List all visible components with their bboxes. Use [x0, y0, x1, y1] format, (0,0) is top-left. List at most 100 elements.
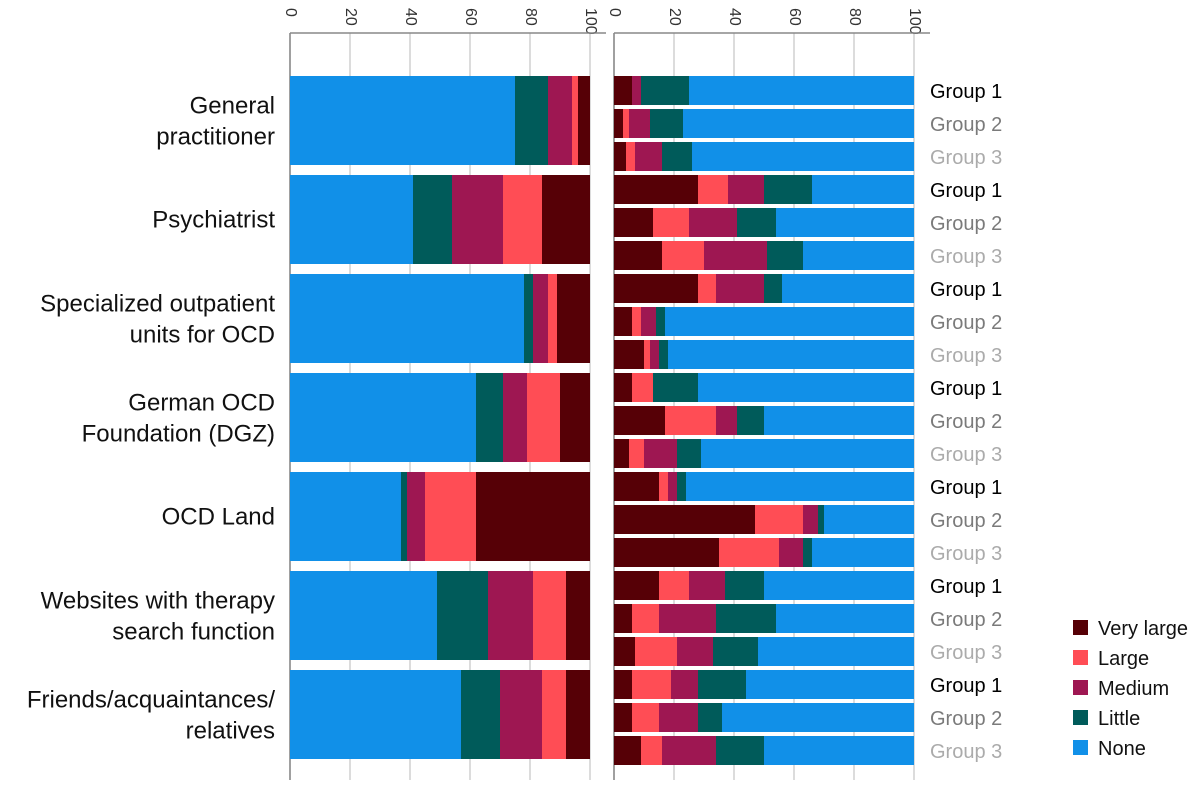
right-tick-label: 100 — [906, 8, 923, 35]
bar-segment-medium — [803, 505, 818, 534]
bar-segment-large — [755, 505, 803, 534]
category-label: German OCD Foundation (DGZ) — [82, 390, 275, 448]
bar-segment-large — [626, 142, 635, 171]
bar-segment-very-large — [614, 340, 644, 369]
bar-segment-little — [656, 307, 665, 336]
legend-swatch — [1073, 740, 1088, 755]
bar-segment-little — [437, 571, 488, 660]
bar-segment-medium — [728, 175, 764, 204]
bar-segment-large — [623, 109, 629, 138]
category-label: Websites with therapy search function — [41, 588, 275, 646]
bar-segment-medium — [548, 76, 572, 165]
bar-segment-none — [776, 208, 914, 237]
bar-segment-none — [812, 538, 914, 567]
category-label-line: relatives — [186, 718, 275, 745]
group-label: Group 3 — [930, 345, 1002, 367]
category-label-line: Psychiatrist — [152, 207, 275, 234]
bar-segment-medium — [689, 208, 737, 237]
bar-segment-none — [668, 340, 914, 369]
bar-segment-medium — [503, 373, 527, 462]
bar-segment-very-large — [614, 736, 641, 765]
bar-segment-none — [701, 439, 914, 468]
bar-segment-very-large — [614, 274, 698, 303]
group-label: Group 2 — [930, 609, 1002, 631]
bar-segment-large — [698, 175, 728, 204]
bar-segment-none — [824, 505, 914, 534]
left-tick-label: 40 — [402, 8, 419, 26]
bar-segment-little — [713, 637, 758, 666]
bar-segment-little — [413, 175, 452, 264]
legend-swatch — [1073, 680, 1088, 695]
group-label: Group 1 — [930, 180, 1002, 202]
bar-segment-little — [515, 76, 548, 165]
bar-segment-none — [758, 637, 914, 666]
legend-label: Large — [1098, 648, 1149, 670]
bar-segment-very-large — [614, 670, 632, 699]
bar-segment-very-large — [614, 472, 659, 501]
category-label-line: Websites with therapy — [41, 588, 275, 615]
group-label: Group 1 — [930, 81, 1002, 103]
bar-segment-none — [722, 703, 914, 732]
group-label: Group 2 — [930, 510, 1002, 532]
right-tick-label: 80 — [846, 8, 863, 26]
bar-segment-large — [632, 307, 641, 336]
bar-segment-medium — [716, 406, 737, 435]
left-tick-label: 60 — [462, 8, 479, 26]
group-label: Group 1 — [930, 576, 1002, 598]
category-label-line: units for OCD — [130, 322, 275, 349]
bar-segment-very-large — [614, 604, 632, 633]
bar-segment-medium — [635, 142, 662, 171]
right-tick-label: 60 — [786, 8, 803, 26]
bar-segment-very-large — [557, 274, 590, 363]
bar-segment-large — [425, 472, 476, 561]
bar-segment-little — [737, 208, 776, 237]
legend-label: Medium — [1098, 678, 1169, 700]
bar-segment-very-large — [614, 637, 635, 666]
bar-segment-very-large — [614, 439, 629, 468]
bar-segment-large — [572, 76, 578, 165]
bar-segment-little — [524, 274, 533, 363]
bar-segment-little — [716, 736, 764, 765]
bar-segment-large — [635, 637, 677, 666]
group-label: Group 1 — [930, 378, 1002, 400]
bar-segment-none — [290, 670, 461, 759]
bar-segment-large — [698, 274, 716, 303]
bar-segment-medium — [689, 571, 725, 600]
group-label: Group 3 — [930, 642, 1002, 664]
left-tick-label: 0 — [282, 8, 299, 17]
bar-segment-medium — [500, 670, 542, 759]
group-label: Group 2 — [930, 411, 1002, 433]
bar-segment-large — [542, 670, 566, 759]
bar-segment-very-large — [614, 208, 653, 237]
bar-segment-very-large — [560, 373, 590, 462]
bar-segment-little — [698, 703, 722, 732]
bar-segment-medium — [704, 241, 767, 270]
bar-segment-very-large — [614, 175, 698, 204]
bar-segment-little — [716, 604, 776, 633]
bar-segment-none — [290, 472, 401, 561]
bar-segment-none — [290, 274, 524, 363]
legend-label: Very large — [1098, 618, 1188, 640]
bar-segment-little — [698, 670, 746, 699]
group-label: Group 1 — [930, 279, 1002, 301]
bar-segment-very-large — [614, 406, 665, 435]
bar-segment-none — [692, 142, 914, 171]
bar-segment-none — [290, 373, 476, 462]
bar-segment-very-large — [566, 670, 590, 759]
bar-segment-little — [737, 406, 764, 435]
category-label-line: German OCD — [128, 390, 275, 417]
bar-segment-medium — [659, 604, 716, 633]
right-tick-label: 40 — [726, 8, 743, 26]
bar-segment-none — [686, 472, 914, 501]
bar-segment-very-large — [614, 538, 719, 567]
group-label: Group 2 — [930, 708, 1002, 730]
bar-segment-little — [803, 538, 812, 567]
category-label-line: Foundation (DGZ) — [82, 421, 275, 448]
bar-segment-medium — [629, 109, 650, 138]
bar-segment-little — [764, 274, 782, 303]
bar-segment-none — [290, 175, 413, 264]
bar-segment-little — [677, 439, 701, 468]
category-label-line: practitioner — [156, 124, 275, 151]
category-label-line: OCD Land — [162, 504, 275, 531]
